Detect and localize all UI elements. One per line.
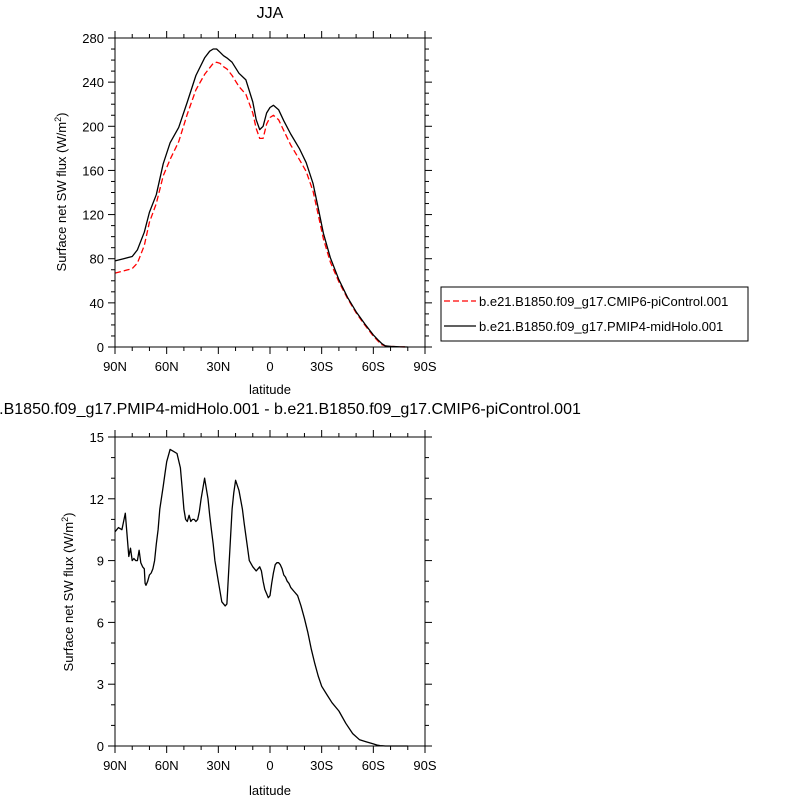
y-axis-label-bottom-close: ) [61,513,76,517]
x-tick-label: 30N [206,359,230,374]
y-axis-label-bottom-sup: 2 [60,517,70,522]
x-axis-label-bottom: latitude [249,783,291,798]
series-line-0-1 [114,48,408,348]
y-tick-label: 120 [82,208,104,223]
x-ticks-bottom: 90N 60N 30N 0 30S 60S 90S [103,430,437,773]
x-tick-label: 90N [103,359,127,374]
series-line-1-0 [114,448,408,747]
series-lines-top [114,48,408,348]
x-tick-label: 90N [103,758,127,773]
y-ticks-top: 0 40 80 120 160 200 240 280 [82,31,432,355]
x-tick-label: 60S [362,758,385,773]
y-tick-label: 200 [82,119,104,134]
y-tick-label: 160 [82,163,104,178]
x-ticks-top: 90N 60N 30N 0 30S 60S 90S [103,31,437,374]
x-tick-label: 30N [206,758,230,773]
x-axis-label-top: latitude [249,382,291,397]
plot-frame-bottom [114,436,426,747]
y-axis-label-top-sup: 2 [53,117,63,122]
bottom-panel: b.e21.B1850.f09_g17.PMIP4-midHolo.001 - … [0,401,581,798]
y-axis-label-top-main: Surface net SW flux (W/m [54,122,69,272]
y-axis-label-bottom-main: Surface net SW flux (W/m [61,522,76,672]
plot-title-bottom: b.e21.B1850.f09_g17.PMIP4-midHolo.001 - … [0,401,581,418]
y-tick-label: 240 [82,75,104,90]
legend-box [440,286,749,342]
y-axis-label-bottom: Surface net SW flux (W/m2) [60,513,76,672]
y-axis-label-top: Surface net SW flux (W/m2) [53,113,69,272]
x-tick-label: 0 [266,359,273,374]
legend-label-midholo: b.e21.B1850.f09_g17.PMIP4-midHolo.001 [479,319,723,334]
plot-title-top: JJA [257,5,284,22]
series-line-0-0 [114,61,408,348]
x-tick-label: 60N [155,758,179,773]
series-lines-bottom [114,448,408,747]
x-tick-label: 90S [413,359,436,374]
x-tick-label: 30S [310,758,333,773]
y-tick-label: 9 [97,554,104,569]
y-tick-label: 40 [90,296,104,311]
legend-label-picontrol: b.e21.B1850.f09_g17.CMIP6-piControl.001 [479,294,728,309]
y-tick-label: 280 [82,31,104,46]
x-tick-label: 90S [413,758,436,773]
y-tick-label: 0 [97,340,104,355]
y-axis-label-top-close: ) [54,113,69,117]
y-ticks-bottom: 0 3 6 9 12 15 [90,430,432,754]
legend: b.e21.B1850.f09_g17.CMIP6-piControl.001 … [440,286,749,342]
y-tick-label: 15 [90,430,104,445]
x-tick-label: 60N [155,359,179,374]
x-tick-label: 30S [310,359,333,374]
x-tick-label: 60S [362,359,385,374]
y-tick-label: 6 [97,615,104,630]
y-tick-label: 3 [97,677,104,692]
y-tick-label: 12 [90,492,104,507]
top-panel: JJA 0 40 80 120 160 200 240 280 90N 60N 30N 0 30S 60… [53,5,437,397]
y-tick-label: 80 [90,252,104,267]
y-tick-label: 0 [97,739,104,754]
plot-frame-top [114,37,426,348]
x-tick-label: 0 [266,758,273,773]
